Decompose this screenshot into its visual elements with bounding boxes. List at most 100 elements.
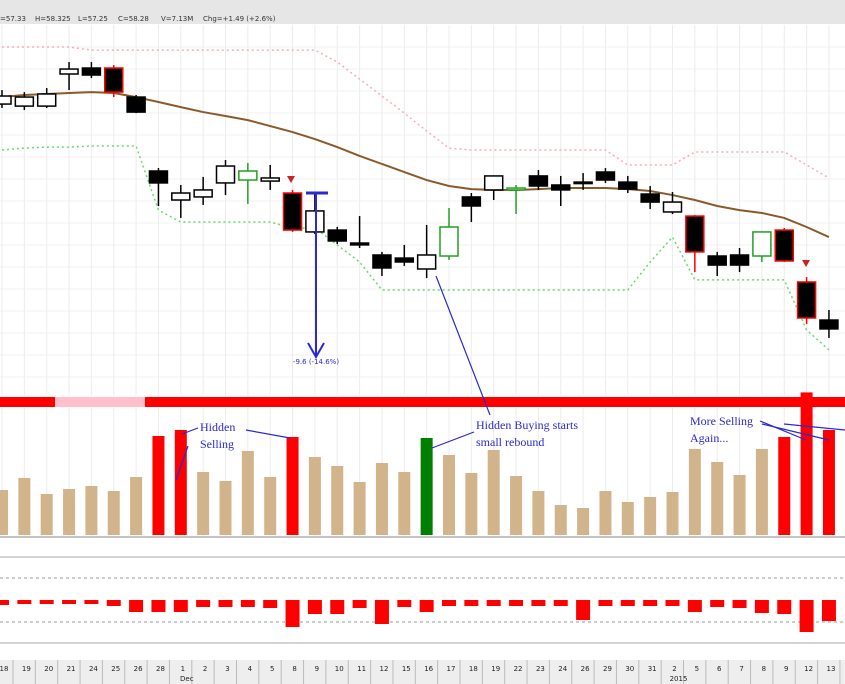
x-tick-label: 9 <box>784 665 788 673</box>
x-tick-label: 5 <box>695 665 699 673</box>
volume-bar <box>755 449 768 535</box>
histogram-bar <box>486 600 501 606</box>
histogram-bar <box>39 600 54 604</box>
annotation: small rebound <box>476 435 544 449</box>
volume-bar <box>241 451 254 535</box>
annotation: Hidden <box>200 420 235 434</box>
x-tick-label: 18 <box>469 665 478 673</box>
volume-bar <box>219 481 232 535</box>
x-axis-bar <box>0 660 845 684</box>
x-tick-label: 24 <box>558 665 567 673</box>
candle-body <box>819 319 839 330</box>
histogram-bar <box>754 600 769 613</box>
x-tick-label: 7 <box>739 665 743 673</box>
x-tick-label: 2 <box>672 665 676 673</box>
histogram-bar <box>307 600 322 614</box>
volume-bar <box>577 508 590 535</box>
x-tick-label: 23 <box>536 665 545 673</box>
histogram-bar <box>464 600 479 606</box>
histogram-bar <box>799 600 814 632</box>
arrow <box>431 431 475 449</box>
volume-bar <box>778 437 791 535</box>
volume-bar <box>733 475 746 535</box>
volume-bar <box>152 436 165 535</box>
histogram-bar <box>240 600 255 607</box>
histogram-bar <box>0 600 9 605</box>
period-label: Dec <box>180 675 194 683</box>
x-tick-label: 24 <box>89 665 98 673</box>
candle-body <box>595 171 616 181</box>
x-tick-label: 13 <box>826 665 835 673</box>
candle-body <box>36 93 57 107</box>
candle-body <box>238 170 258 181</box>
candle-body <box>215 165 236 184</box>
measure-arrow <box>307 342 325 360</box>
x-tick-label: 9 <box>315 665 319 673</box>
histogram-bar <box>777 600 792 614</box>
histogram-bar <box>553 600 568 606</box>
candle-body <box>618 181 638 190</box>
histogram-bar <box>687 600 702 612</box>
candle-body <box>707 255 727 266</box>
x-tick-label: 26 <box>134 665 143 673</box>
volume-bar <box>398 472 411 535</box>
volume-bar <box>711 462 724 535</box>
arrow <box>783 423 845 431</box>
plot <box>0 46 839 632</box>
histogram-bar <box>218 600 233 607</box>
candle-body <box>260 177 280 182</box>
annotations <box>175 191 845 481</box>
x-tick-label: 26 <box>581 665 590 673</box>
histogram-bar <box>106 600 121 606</box>
histogram-bar <box>17 600 32 604</box>
volume-bar <box>420 438 433 535</box>
volume-bar <box>644 497 657 535</box>
candle-body <box>506 187 526 191</box>
grid <box>0 25 845 684</box>
candle-body <box>662 201 683 213</box>
histogram-bar <box>710 600 725 607</box>
x-tick-label: 12 <box>379 665 388 673</box>
candle-body <box>171 192 191 201</box>
candle-body <box>0 95 12 105</box>
annotation: Again... <box>690 431 728 445</box>
candle-body <box>729 254 750 266</box>
candle-body <box>349 242 370 246</box>
volume-bar <box>510 476 523 535</box>
x-tick-label: 19 <box>22 665 31 673</box>
x-tick-label: 4 <box>248 665 253 673</box>
volume-bar <box>375 463 388 535</box>
volume-bar <box>264 477 277 535</box>
x-tick-label: 18 <box>0 665 8 673</box>
header-item: C=58.28 <box>118 15 149 23</box>
annotation: Hidden Buying starts <box>476 418 578 432</box>
x-tick-label: 28 <box>156 665 165 673</box>
header: =57.33 H=58.325 L=57.25 C=58.28 V=7.13M … <box>0 15 276 23</box>
x-tick-label: 29 <box>603 665 612 673</box>
candle-body <box>14 96 35 107</box>
histogram-bar <box>285 600 300 627</box>
volume-bar <box>621 502 634 535</box>
volume-bar <box>40 494 53 535</box>
candle-body <box>126 96 146 113</box>
candle-body <box>282 192 303 231</box>
candle-body <box>483 175 504 191</box>
arrow <box>245 429 291 439</box>
volume-bar <box>800 392 813 535</box>
histogram-bar <box>665 600 680 606</box>
candle-body <box>685 215 705 253</box>
x-tick-label: 5 <box>270 665 274 673</box>
volume-bar <box>822 430 835 535</box>
volume-bar <box>443 455 455 535</box>
arrow <box>435 275 491 416</box>
x-tick-label: 3 <box>225 665 229 673</box>
signal-strip-light <box>55 397 145 407</box>
overlay-line <box>1 145 830 351</box>
candle-body <box>551 184 571 191</box>
volume-bar <box>353 482 366 535</box>
histogram-bar <box>129 600 144 612</box>
candle-body <box>148 170 169 184</box>
arrow <box>759 420 807 441</box>
measure-label: -9.6 (-14.6%) <box>293 358 339 366</box>
